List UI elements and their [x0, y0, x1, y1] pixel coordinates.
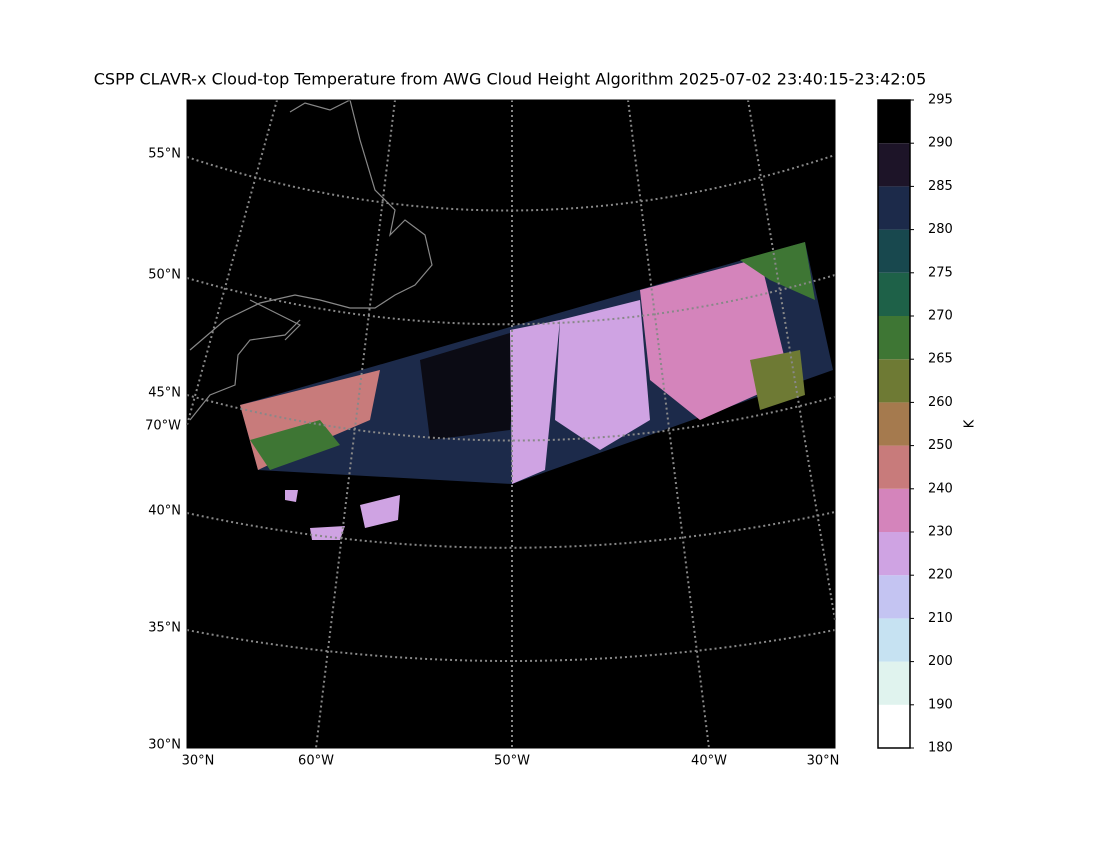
colorbar-segment — [878, 186, 910, 230]
graticule — [186, 99, 278, 426]
swath-patch — [420, 330, 520, 440]
map — [186, 99, 836, 749]
lat-label: 30°N — [148, 738, 181, 753]
lon-label: 40°W — [691, 754, 727, 769]
lon-label: 30°N — [182, 754, 215, 769]
lon-label: 50°W — [494, 754, 530, 769]
colorbar-tick-label: 285 — [928, 179, 953, 194]
lon-label: 70°W — [145, 419, 181, 434]
colorbar-frame — [877, 99, 911, 749]
colorbar-segment — [878, 229, 910, 273]
bottom-labels: 30°N 60°W 50°W 40°W 30°N — [182, 754, 840, 769]
colorbar-tick-label: 180 — [928, 741, 953, 756]
colorbar-segment — [878, 143, 910, 187]
colorbar-tick-label: 220 — [928, 568, 953, 583]
lon-label: 30°N — [807, 754, 840, 769]
colorbar-segment — [878, 272, 910, 316]
graticule — [186, 511, 836, 549]
colorbar-segment — [878, 532, 910, 576]
lat-label: 35°N — [148, 621, 181, 636]
colorbar-tick-label: 250 — [928, 438, 953, 453]
colorbar-segment — [878, 618, 910, 662]
lat-label: 50°N — [148, 268, 181, 283]
colorbar-tick-label: 240 — [928, 481, 953, 496]
colorbar-tick-label: 190 — [928, 697, 953, 712]
swath-patch — [640, 258, 790, 420]
swath-patch — [250, 420, 340, 470]
colorbar-tick-label: 210 — [928, 611, 953, 626]
colorbar-tick-label: 265 — [928, 352, 953, 367]
colorbar-segment — [878, 661, 910, 705]
graticule — [315, 99, 396, 749]
graticule — [627, 99, 710, 749]
colorbar-tick-label: 260 — [928, 395, 953, 410]
colorbar-segment — [878, 316, 910, 360]
swath-patch — [750, 350, 805, 410]
colorbar-segment — [878, 488, 910, 532]
swath-patch — [360, 495, 400, 528]
title: CSPP CLAVR-x Cloud-top Temperature from … — [94, 70, 927, 89]
colorbar-label: K — [963, 419, 978, 428]
colorbar-segment — [878, 575, 910, 619]
swath-patch — [285, 490, 298, 502]
coastline — [189, 99, 433, 421]
colorbar-tick-label: 290 — [928, 136, 953, 151]
colorbar: 180 190 200 210 220 230 240 250 260 265 270 275 280 2… — [877, 93, 953, 756]
colorbar-tick-label: 295 — [928, 93, 953, 108]
colorbar-tick-label: 275 — [928, 265, 953, 280]
graticule — [186, 629, 836, 662]
colorbar-tick-label: 200 — [928, 654, 953, 669]
lat-labels: 55°N 50°N 45°N 40°N 35°N 30°N — [148, 147, 181, 753]
colorbar-segment — [878, 704, 910, 748]
lat-label: 45°N — [148, 386, 181, 401]
colorbar-tick-label: 280 — [928, 222, 953, 237]
colorbar-segment — [878, 402, 910, 446]
lon-label: 60°W — [298, 754, 334, 769]
swath-patch — [555, 300, 650, 450]
colorbar-tick-label: 230 — [928, 525, 953, 540]
lat-label: 40°N — [148, 504, 181, 519]
colorbar-segment — [878, 359, 910, 403]
swath-patch — [740, 242, 815, 300]
swath-patch — [510, 320, 560, 484]
map-frame — [186, 99, 836, 749]
colorbar-segment — [878, 445, 910, 489]
colorbar-tick-label: 270 — [928, 309, 953, 324]
lat-label: 55°N — [148, 147, 181, 162]
graticule — [186, 394, 836, 442]
swath-patch — [310, 526, 345, 540]
colorbar-segment — [878, 100, 910, 144]
